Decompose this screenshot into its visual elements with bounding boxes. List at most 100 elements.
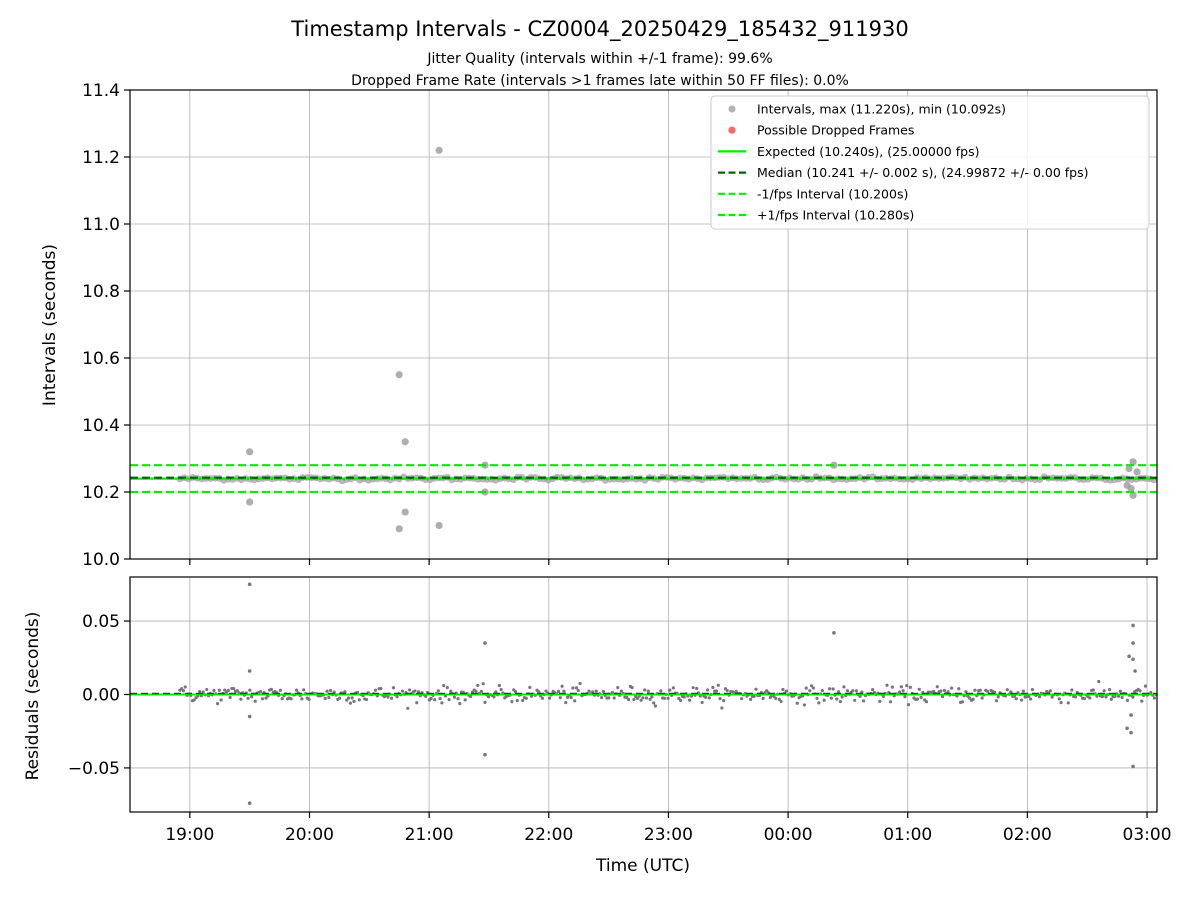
residual-point: [352, 699, 356, 703]
legend-marker: [728, 105, 736, 113]
x-tick-label: 01:00: [883, 825, 932, 845]
residual-point: [802, 703, 807, 707]
residual-point: [722, 699, 726, 703]
residual-point: [235, 689, 239, 693]
residual-point: [905, 683, 909, 688]
residual-point: [226, 688, 230, 693]
residual-point: [510, 700, 514, 704]
residual-point: [630, 685, 634, 690]
residual-point: [587, 689, 591, 693]
residual-point: [436, 689, 440, 693]
legend: Intervals, max (11.220s), min (10.092s) P…: [710, 95, 1150, 230]
intervals-y-tick-label: 10.4: [82, 416, 120, 436]
residual-point: [1143, 684, 1148, 688]
intervals-y-axis-label: Intervals (seconds): [40, 244, 60, 406]
residual-point: [1100, 694, 1104, 699]
residuals-y-axis-label: Residuals (seconds): [23, 612, 43, 781]
intervals-y-tick-label: 10.8: [82, 282, 120, 302]
residual-point: [1091, 688, 1095, 692]
residual-point: [714, 689, 719, 693]
residuals-panel: 0.05 0.00 −0.05 19:00 20:00 21:00 22:00 23:00 00…: [68, 576, 1172, 845]
residual-point: [486, 695, 491, 699]
residual-point: [946, 690, 950, 694]
residual-point: [571, 686, 575, 690]
legend-label: Possible Dropped Frames: [757, 123, 914, 138]
residual-point: [639, 698, 643, 702]
residual-point: [820, 689, 824, 693]
residual-point: [1070, 688, 1074, 692]
residual-point: [662, 696, 667, 700]
residual-point: [447, 697, 451, 702]
residual-point: [610, 690, 614, 695]
intervals-y-tick-label: 10.2: [82, 483, 120, 503]
residual-point: [924, 700, 929, 704]
residual-point: [594, 689, 598, 693]
residual-point: [612, 696, 616, 700]
interval-outlier-point: [246, 498, 254, 506]
interval-outlier-point: [1125, 464, 1133, 473]
residual-point: [1014, 697, 1018, 701]
residual-point: [1021, 689, 1025, 693]
residual-point: [452, 695, 457, 699]
residual-point: [429, 696, 433, 701]
interval-outlier-point: [435, 146, 443, 154]
interval-outlier-point: [435, 521, 443, 530]
residual-point: [725, 688, 729, 693]
residual-point: [810, 684, 814, 688]
residual-point: [438, 696, 442, 701]
residual-point: [795, 701, 799, 705]
chart-subtitle-jitter: Jitter Quality (intervals within +/-1 fr…: [426, 51, 772, 67]
residual-point: [1028, 697, 1033, 701]
residual-point: [752, 694, 756, 698]
residual-point: [960, 700, 964, 704]
residual-point: [668, 688, 672, 692]
residual-point: [445, 686, 449, 690]
intervals-panel: 10.0 10.2 10.4 10.6 10.8 11.0 11.2 11.4: [82, 81, 1158, 570]
residual-point: [433, 698, 437, 702]
residual-point: [1019, 698, 1024, 702]
legend-box: [710, 95, 1150, 230]
residual-point: [774, 696, 778, 700]
residual-point: [239, 697, 243, 701]
residual-point: [653, 704, 658, 708]
residual-point: [941, 695, 945, 699]
residual-point: [350, 696, 354, 700]
interval-outlier-point: [246, 448, 254, 456]
residual-point: [1107, 688, 1112, 692]
x-tick-label: 19:00: [165, 825, 214, 845]
residual-point: [1088, 696, 1092, 700]
residual-point: [264, 696, 268, 700]
residual-point: [379, 686, 383, 691]
residual-point: [228, 695, 232, 700]
residual-point: [858, 694, 862, 698]
residual-point: [497, 683, 501, 688]
residual-point: [971, 697, 975, 701]
residual-point: [400, 689, 405, 693]
residual-point: [625, 695, 629, 699]
residual-point: [524, 696, 528, 700]
residual-point: [811, 686, 816, 690]
residual-point: [950, 686, 954, 690]
intervals-axes-frame: [129, 89, 1158, 560]
residual-point: [650, 695, 654, 699]
residual-point: [1057, 697, 1061, 701]
residual-point: [1048, 689, 1052, 693]
residual-point: [556, 689, 561, 693]
interval-outlier-point: [1129, 458, 1137, 466]
residual-point: [250, 695, 254, 699]
residual-point: [1113, 694, 1117, 699]
residual-point: [919, 695, 923, 700]
residual-point: [300, 697, 304, 701]
legend-label: +1/fps Interval (10.280s): [757, 208, 914, 223]
residual-point: [181, 689, 186, 693]
residual-point: [964, 690, 968, 694]
interval-outlier-point: [401, 508, 409, 516]
residual-point: [540, 696, 544, 700]
residual-point: [1131, 695, 1135, 699]
residual-point: [407, 688, 412, 692]
x-tick-label: 22:00: [524, 825, 573, 845]
residual-point: [626, 697, 631, 702]
residual-point: [1005, 688, 1009, 692]
legend-label: Expected (10.240s), (25.00000 fps): [757, 144, 979, 159]
